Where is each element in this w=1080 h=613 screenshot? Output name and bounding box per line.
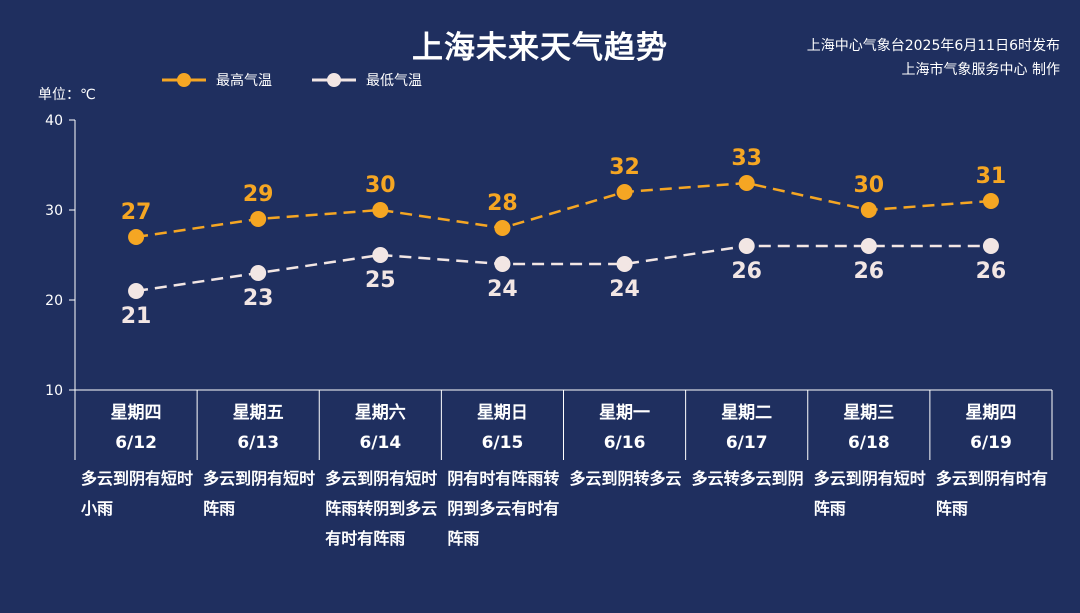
weather-description: 多云到阴有短时阵雨转阴到多云有时有阵雨 (325, 469, 438, 548)
day-header: 星期六 6/14 (319, 390, 441, 460)
source-line-1: 上海中心气象台2025年6月11日6时发布 (806, 38, 1060, 54)
data-point-low (372, 247, 389, 263)
date-label: 6/15 (481, 433, 524, 453)
weekday-label: 星期三 (843, 403, 895, 423)
page-title: 上海未来天气趋势 (412, 30, 668, 66)
data-point-high (860, 202, 877, 218)
y-tick-label: 40 (45, 113, 63, 129)
weather-description: 多云到阴转多云 (569, 469, 682, 488)
source-line-2: 上海市气象服务中心 制作 (901, 62, 1060, 78)
data-point-high (128, 229, 145, 245)
weather-description: 多云到阴有短时小雨 (81, 469, 194, 518)
weekday-label: 星期四 (965, 403, 1017, 423)
data-point-low (494, 256, 511, 272)
data-label-high: 29 (243, 182, 274, 207)
legend-low-label: 最低气温 (366, 73, 422, 89)
weather-description: 多云到阴有短时阵雨 (203, 469, 316, 518)
series-line-high (135, 181, 992, 239)
date-label: 6/17 (725, 433, 768, 453)
data-label-high: 33 (731, 146, 762, 171)
data-label-low: 24 (609, 277, 640, 302)
y-tick-label: 20 (45, 293, 63, 309)
data-label-high: 31 (976, 164, 1007, 189)
date-label: 6/14 (359, 433, 402, 453)
weekday-label: 星期五 (232, 403, 284, 423)
weekday-label: 星期六 (354, 403, 406, 423)
data-label-low: 26 (976, 259, 1007, 284)
day-header: 星期五 6/13 (197, 390, 319, 460)
day-header: 星期二 6/17 (686, 390, 808, 460)
data-point-high (250, 211, 267, 227)
weather-description: 多云转多云到阴 (691, 469, 804, 488)
data-label-low: 21 (121, 304, 152, 329)
unit-label: 单位：℃ (38, 87, 96, 103)
data-point-high (616, 184, 633, 200)
data-point-high (494, 220, 511, 236)
date-label: 6/16 (603, 433, 646, 453)
data-label-high: 28 (487, 191, 518, 216)
data-label-low: 23 (243, 286, 274, 311)
date-label: 6/12 (115, 433, 157, 453)
weekday-label: 星期日 (476, 403, 528, 423)
data-point-high (738, 175, 755, 191)
day-header: 星期四 6/12 (75, 390, 197, 460)
weekday-label: 星期二 (721, 403, 773, 423)
data-point-low (128, 283, 145, 299)
data-label-low: 24 (487, 277, 518, 302)
data-label-high: 32 (609, 155, 640, 180)
y-tick-label: 10 (45, 383, 63, 399)
date-label: 6/13 (237, 433, 280, 453)
legend-low-marker-icon (312, 73, 356, 87)
data-point-low (860, 238, 877, 254)
data-point-low (982, 238, 999, 254)
data-point-low (250, 265, 267, 281)
day-header: 星期日 6/15 (441, 390, 563, 460)
series-line-low (135, 244, 991, 293)
data-label-low: 26 (854, 259, 885, 284)
data-point-low (738, 238, 755, 254)
legend-high-marker-icon (162, 73, 206, 87)
day-header: 星期三 6/18 (808, 390, 930, 460)
data-label-low: 26 (731, 259, 762, 284)
date-label: 6/18 (847, 433, 890, 453)
weather-description: 多云到阴有时有阵雨 (935, 469, 1048, 518)
weather-description: 多云到阴有短时阵雨 (813, 469, 926, 518)
weather-description: 阴有时有阵雨转阴到多云有时有阵雨 (447, 469, 560, 548)
data-label-high: 30 (854, 173, 885, 198)
date-label: 6/19 (970, 433, 1012, 453)
day-header-row: 星期四 6/12 星期五 6/13 星期六 6/14 星期日 6/15 星期一 6/16 星期二 6/… (75, 390, 1052, 460)
weekday-label: 星期一 (599, 403, 651, 423)
day-header: 星期四 6/19 (930, 390, 1052, 460)
data-point-high (372, 202, 389, 218)
data-label-high: 30 (365, 173, 396, 198)
legend-high-label: 最高气温 (216, 73, 272, 89)
y-tick-label: 30 (45, 203, 63, 219)
day-header: 星期一 6/16 (564, 390, 686, 460)
data-label-high: 27 (121, 200, 152, 225)
source-info: 上海中心气象台2025年6月11日6时发布 上海市气象服务中心 制作 (807, 34, 1060, 82)
weekday-label: 星期四 (110, 403, 162, 423)
data-label-low: 25 (365, 268, 396, 293)
data-point-low (616, 256, 633, 272)
data-point-high (982, 193, 999, 209)
